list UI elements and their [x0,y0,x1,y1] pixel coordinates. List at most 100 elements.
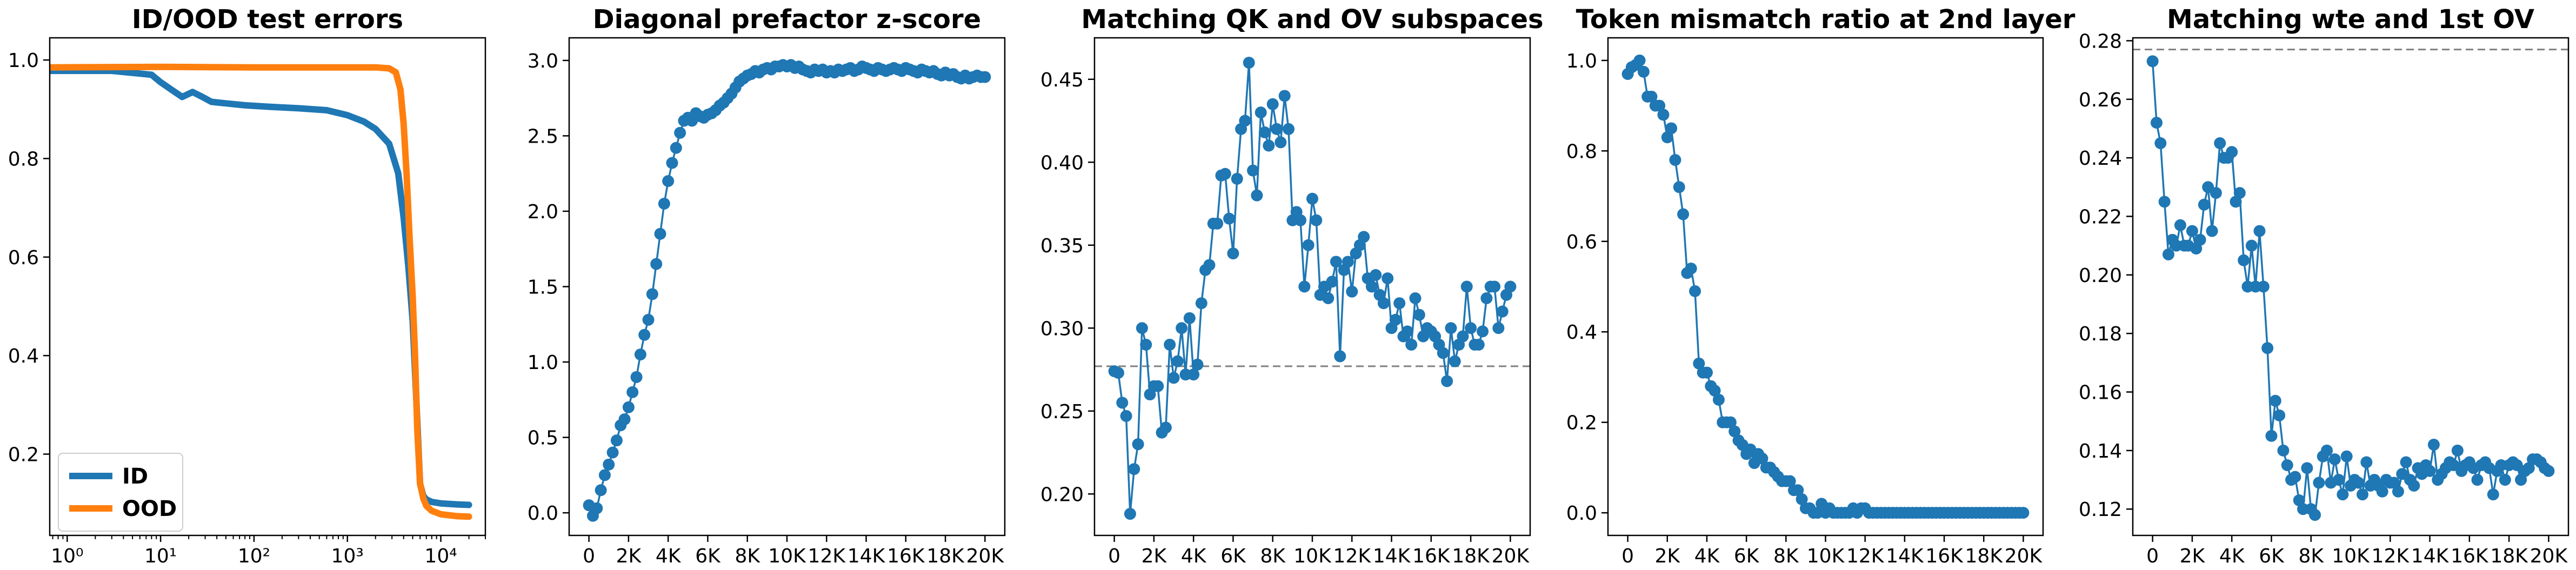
x-tick-label: 0 [2146,545,2159,567]
x-tick-label: 2K [2180,545,2206,567]
data-point [2269,394,2281,407]
data-point [626,386,639,398]
x-tick-label: 16K [1925,545,1964,567]
data-point [1401,325,1413,338]
x-tick-label: 10K [1293,545,1332,567]
data-point [2277,444,2290,457]
data-point [646,288,658,300]
data-point [1489,280,1501,293]
y-tick-label: 0.24 [2079,147,2122,170]
data-point [2257,280,2270,293]
data-point [2451,444,2464,457]
data-point [2392,485,2404,498]
series-line [1626,59,2025,514]
data-point [1465,322,1477,334]
series-line [1113,62,1512,515]
series-line-ood [50,63,472,520]
x-tick-label: 4K [1181,545,1207,567]
data-point [1136,322,1148,334]
y-tick-label: 0.22 [2079,206,2122,228]
y-tick-label: 0.0 [528,502,558,525]
data-point [1358,231,1370,243]
data-point [2214,137,2226,150]
y-tick-label: 0.4 [8,345,39,367]
x-tick-label: 6K [695,545,721,567]
x-tick-label: 20K [2005,545,2043,567]
data-point [1389,313,1402,326]
data-point [1176,322,1188,334]
data-point [1124,508,1136,520]
y-tick-label: 3.0 [528,50,558,72]
data-point [591,502,603,514]
data-point [1342,256,1354,268]
x-tick-label: 20K [2530,545,2568,567]
data-point [670,142,682,154]
x-tick-label: 18K [1452,545,1490,567]
data-point [2427,439,2440,451]
data-point [1223,212,1236,225]
chart-title: Matching QK and OV subspaces [1081,4,1543,35]
data-point [1437,347,1449,359]
data-point [1171,355,1184,367]
data-point [1409,292,1422,304]
data-point [2301,462,2313,474]
y-tick-label: 0.6 [8,247,39,269]
data-point [2194,233,2206,246]
data-point [1167,372,1180,384]
data-point [2261,342,2274,354]
y-tick-label: 1.0 [528,352,558,374]
data-point [1195,297,1207,310]
data-point [2162,248,2174,260]
y-tick-label: 1.0 [1566,50,1597,72]
chart-title: ID/OOD test errors [132,4,403,35]
data-point [2321,444,2333,457]
data-point [2356,488,2368,501]
data-point [1302,239,1314,251]
x-tick-label: 10⁰ [51,545,83,567]
data-point [1457,330,1469,343]
data-point [2245,239,2258,252]
data-point [1283,123,1295,135]
data-point [2360,456,2373,468]
data-point [2017,507,2030,519]
chart-panel-5: Matching wte and 1st OV 0 2K 4K 6K 8K 10K 12K 14… [2079,4,2570,567]
x-tick-label: 14K [847,545,886,567]
data-point [658,198,670,210]
data-point [1693,357,1705,370]
data-point [1191,358,1204,371]
data-point [642,313,655,326]
x-tick-label: 14K [2411,545,2450,567]
y-tick-label: 0.30 [1040,318,1084,340]
data-point [1477,325,1489,338]
y-tick-label: 0.18 [2079,323,2122,345]
data-point [1472,338,1485,351]
data-point [2352,477,2365,489]
y-tick-label: 0.20 [2079,265,2122,287]
legend: ID OOD [58,453,183,532]
x-tick-label: 0 [1108,545,1120,567]
x-tick-label: 16K [887,545,925,567]
data-point [1322,292,1334,304]
data-point [2146,55,2159,68]
data-point [1669,154,1681,166]
x-tick-label: 8K [1773,545,1799,567]
data-point [1251,189,1263,202]
data-point [1219,167,1231,180]
data-point [2542,465,2555,477]
data-point [1784,475,1796,487]
data-point [1445,322,1457,334]
data-point [2337,488,2349,501]
data-point [979,71,991,83]
y-tick-label: 0.0 [1566,502,1597,525]
data-point [1689,285,1701,297]
x-tick-label: 10³ [331,545,364,567]
x-tick-label: 10K [768,545,806,567]
data-point [2313,477,2325,489]
axes-frame [49,37,486,537]
data-point [638,328,651,341]
data-point [2408,479,2420,492]
data-point [1700,366,1713,379]
x-tick-label: 16K [2451,545,2489,567]
data-point [1449,355,1461,367]
